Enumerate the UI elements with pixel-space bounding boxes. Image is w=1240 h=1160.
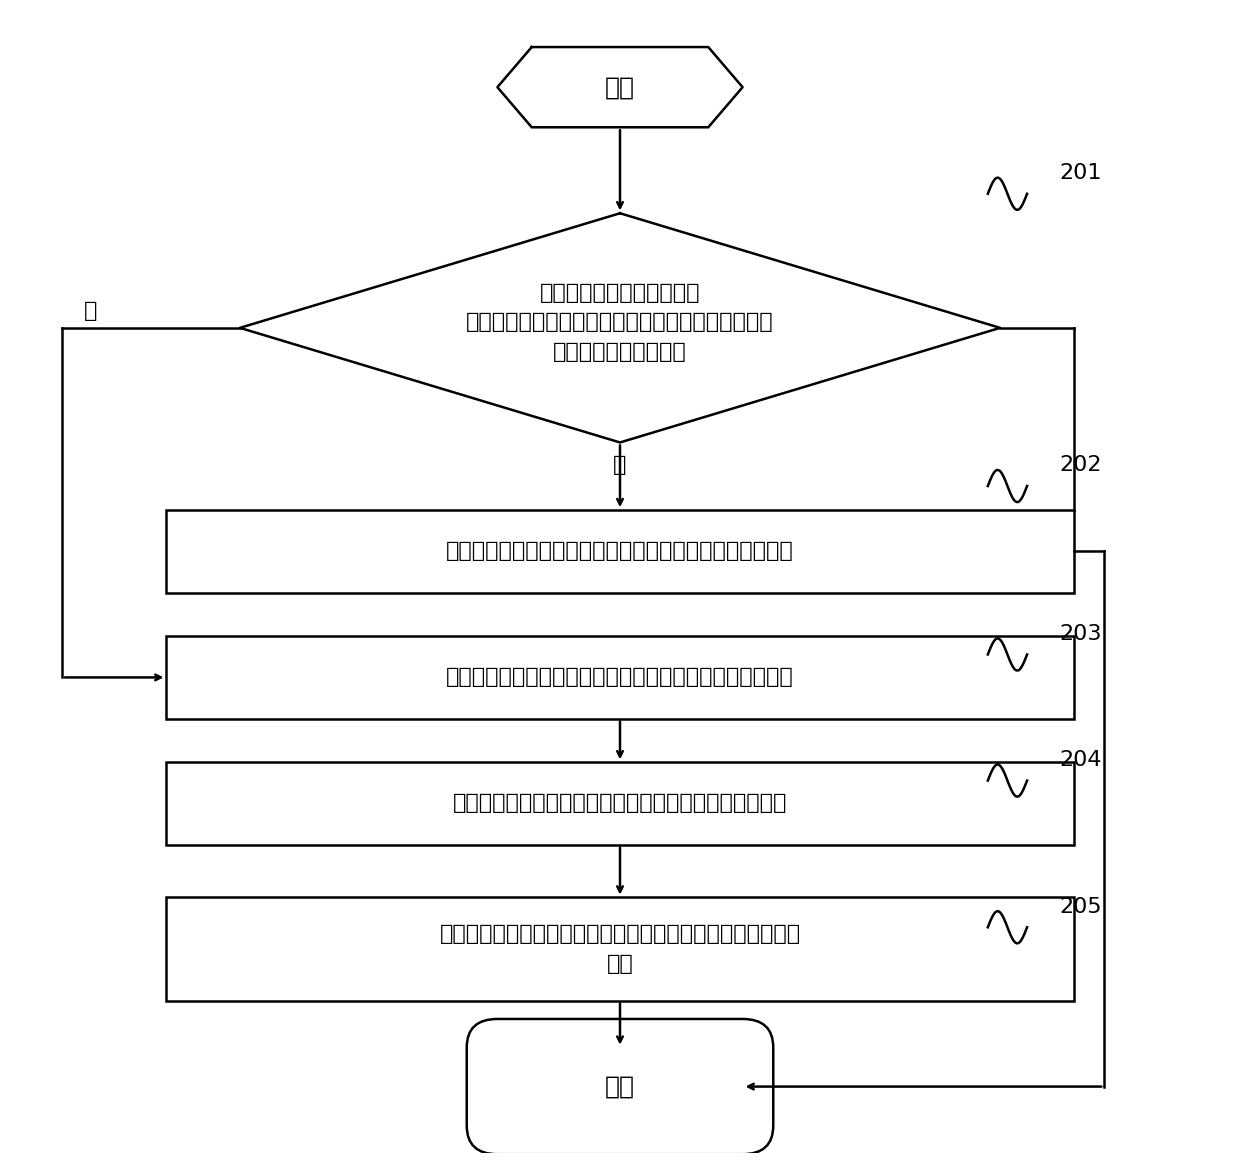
Bar: [166, 636, 1074, 719]
Text: 当输出端未连接外部设备时，确定所述充电器处于空载状态: 当输出端未连接外部设备时，确定所述充电器处于空载状态: [446, 667, 794, 688]
Text: 若所述电源引脚电压超过所述电压阈值，则降低所述电源引脚
电压: 若所述电源引脚电压超过所述电压阈值，则降低所述电源引脚 电压: [439, 925, 801, 974]
Text: 否: 否: [83, 300, 97, 320]
Bar: [166, 898, 1074, 1001]
Text: 在充电器连接供电电源时，
通过检测充电器的内部功率或电压降，确定所述输出
端是否与外部设备连接: 在充电器连接供电电源时， 通过检测充电器的内部功率或电压降，确定所述输出 端是否…: [466, 283, 774, 362]
Text: 205: 205: [1059, 897, 1101, 916]
Bar: [166, 510, 1074, 593]
Text: 201: 201: [1059, 164, 1101, 183]
Text: 204: 204: [1059, 749, 1101, 770]
Text: 202: 202: [1059, 456, 1101, 476]
Text: 检测所述输出端的电源引脚电压是否超过预置的电压阈值: 检测所述输出端的电源引脚电压是否超过预置的电压阈值: [453, 793, 787, 813]
FancyBboxPatch shape: [466, 1018, 774, 1154]
Text: 当输出端连接外部设备时，控制所述电源引脚输出工作电压: 当输出端连接外部设备时，控制所述电源引脚输出工作电压: [446, 542, 794, 561]
Text: 203: 203: [1059, 624, 1101, 644]
Bar: [166, 762, 1074, 844]
Text: 结束: 结束: [605, 1074, 635, 1099]
Text: 开始: 开始: [605, 75, 635, 99]
Text: 是: 是: [614, 456, 626, 476]
